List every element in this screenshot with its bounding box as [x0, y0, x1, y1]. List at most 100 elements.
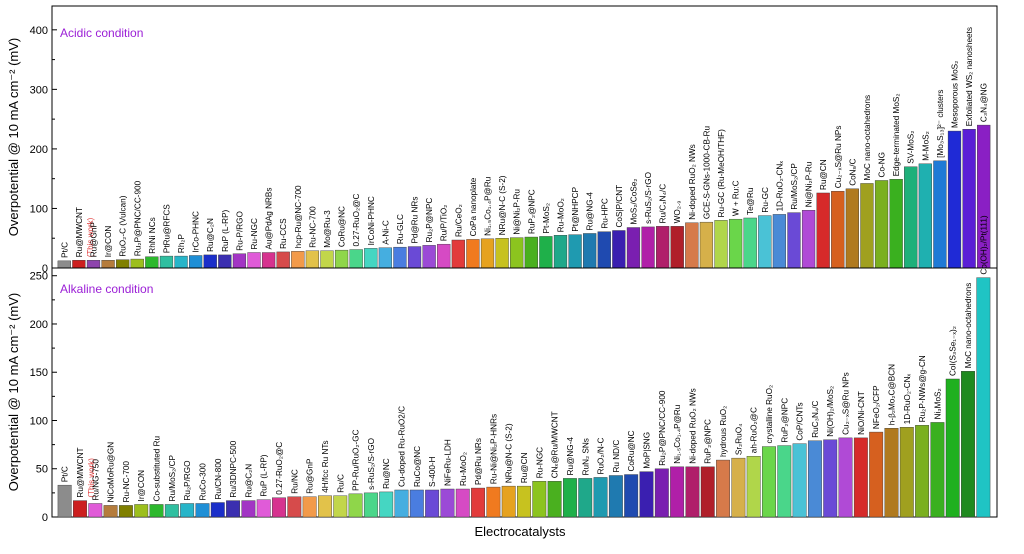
alkaline-bar	[869, 431, 884, 518]
acidic-bar	[276, 251, 290, 269]
alkaline-bar-label: PP-Ru/RuO₂-GC	[352, 429, 361, 490]
alkaline-bar-label: Ru/C	[336, 474, 345, 493]
acidic-bar-label: Cu₂₋ₓS@Ru NPs	[834, 126, 843, 189]
acidic-bar-label: MoC nano-octahedrons	[863, 95, 872, 181]
acidic-bar	[305, 250, 320, 269]
alkaline-bar	[945, 378, 960, 518]
acidic-bar	[874, 180, 889, 269]
acidic-bar-label: Ru-P/RGO	[235, 211, 244, 251]
acidic-bar	[539, 236, 553, 269]
alkaline-bar	[363, 492, 378, 518]
alkaline-y-tick-label: 50	[36, 464, 48, 476]
acidic-bar	[568, 234, 582, 269]
acidic-bar-label: Ru-GLC	[396, 214, 405, 244]
acidic-y-tick-label: 100	[30, 203, 48, 215]
acidic-bar	[145, 256, 159, 269]
acidic-bar	[641, 226, 655, 269]
alkaline-bar-label: Ru@NG-4	[566, 437, 575, 476]
acidic-bar-label: Mesoporous MoS₂	[951, 61, 960, 128]
acidic-bar-label: Pt-MoS₂	[542, 203, 551, 233]
acidic-bar-label: Ir@CON	[104, 226, 113, 258]
acidic-bar	[758, 215, 772, 269]
acidic-bar	[728, 218, 743, 269]
acidic-bar-label: Ru@GnP	[89, 222, 98, 258]
acidic-y-axis: 0 100 200 300 400	[30, 25, 57, 275]
alkaline-bar-label: 1D-RuO₂-CNₓ	[903, 373, 912, 424]
acidic-bar	[247, 252, 261, 269]
acidic-bar	[801, 210, 816, 269]
alkaline-y-tick-label: 100	[30, 415, 48, 427]
alkaline-bar-label: Ru₂P/RGO	[183, 460, 192, 500]
alkaline-bar	[333, 495, 348, 518]
acidic-bar-label: Ru₂P@PNC/CC-900	[133, 180, 142, 256]
alkaline-bar	[624, 474, 639, 518]
acidic-bar	[57, 260, 71, 269]
alkaline-bar-label: Ru/NG-750	[91, 459, 100, 501]
alkaline-bar-label: crystalline RuO₂	[765, 385, 774, 444]
alkaline-bar	[915, 425, 930, 518]
alkaline-bar	[149, 504, 164, 518]
alkaline-bar	[593, 477, 608, 518]
acidic-bar-label: Ru₂P@NPC	[425, 198, 434, 243]
alkaline-bar-label: Cu₂₋ₓS@Ru NPs	[842, 372, 851, 435]
acidic-bar-label: RhNi NCs	[148, 217, 157, 253]
acidic-bar	[320, 250, 334, 269]
alkaline-bar	[517, 485, 531, 518]
alkaline-bar-label: NFeO₂/CFP	[872, 385, 881, 429]
acidic-bar-label: Ni₁.₅Co₁.₄P@Ru	[484, 176, 493, 236]
acidic-bar	[72, 260, 86, 269]
acidic-bar	[816, 192, 830, 269]
acidic-bar-label: Ru@CN	[819, 159, 828, 190]
alkaline-bar-label: Ru-NGC	[535, 447, 544, 478]
acidic-bar	[86, 260, 101, 269]
x-axis-title: Electrocatalysts	[474, 524, 566, 539]
alkaline-bar	[471, 487, 485, 518]
alkaline-bar-label: Ir@CON	[137, 470, 146, 502]
alkaline-bar-label: Ni-doped RuO₂ NWs	[688, 388, 697, 464]
acidic-bar	[495, 238, 509, 269]
alkaline-bar-label: Ru₂P-NWs@g-CN	[918, 355, 927, 422]
alkaline-y-axis-title: Overpotential @ 10 mA cm⁻² (mV)	[6, 293, 21, 492]
alkaline-bar-label: RuP₂@NPC	[704, 419, 713, 464]
alkaline-bar-label: Ni₃MoS₂	[933, 388, 942, 419]
alkaline-bar	[563, 478, 577, 518]
acidic-bar	[349, 249, 363, 269]
acidic-bar	[583, 233, 597, 269]
acidic-bar-label: SV-MoS₂	[907, 131, 916, 164]
acidic-bar	[889, 179, 903, 269]
alkaline-bar	[455, 488, 470, 518]
alkaline-bar-label: NiCoMoRu@GN	[107, 442, 116, 503]
acidic-bar	[334, 249, 349, 269]
acidic-bar-label: PtRu@RFCS	[162, 204, 171, 253]
acidic-bar	[656, 226, 670, 269]
alkaline-bar	[195, 503, 210, 518]
acidic-bar	[962, 129, 976, 269]
acidic-bar-label: Exfoliated WS₂ nanosheets	[965, 27, 974, 126]
alkaline-y-tick-label: 250	[30, 271, 48, 283]
alkaline-bar-label: S-400-H	[428, 456, 437, 487]
alkaline-bar-label: Sr₂RuO₄	[734, 423, 743, 455]
acidic-bar	[510, 237, 524, 269]
alkaline-bar-label: RuN₂ SNs	[581, 438, 590, 475]
acidic-bar	[743, 217, 757, 269]
alkaline-bar-label: Co-substituted Ru	[153, 435, 162, 501]
alkaline-bar	[241, 500, 256, 518]
alkaline-bar-label: NiFeRu-LDH	[443, 439, 452, 486]
acidic-bar	[174, 255, 188, 269]
acidic-panel: Acidic condition 0 100 200 300 400 Pt/C Ru@MW…	[30, 5, 998, 275]
alkaline-bar	[348, 493, 363, 518]
alkaline-bar	[853, 437, 868, 518]
alkaline-bar	[440, 488, 455, 518]
alkaline-bar	[103, 505, 118, 518]
acidic-bar-label: RuP₂@NPC	[527, 189, 536, 234]
alkaline-bar-label: RuC₃N₄/C	[811, 401, 820, 438]
acidic-bar	[378, 247, 392, 269]
alkaline-bar	[226, 500, 241, 518]
alkaline-bar	[823, 439, 838, 518]
alkaline-bar-label: Pd@Ru NRs	[474, 438, 483, 485]
alkaline-bar-label: Ru@MWCNT	[76, 447, 85, 497]
alkaline-bar	[486, 486, 501, 518]
alkaline-bar	[654, 468, 669, 518]
acidic-bar	[451, 239, 465, 269]
acidic-bar	[772, 214, 787, 269]
